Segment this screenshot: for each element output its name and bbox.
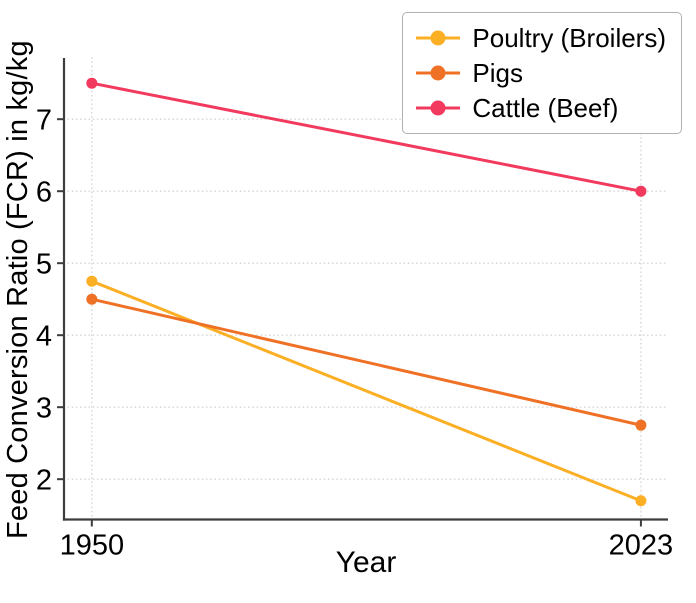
legend-marker-icon (416, 65, 461, 81)
data-point-pigs-2023 (635, 419, 647, 431)
y-tick-label: 3 (36, 393, 52, 425)
legend-item-pigs: Pigs (415, 57, 666, 89)
legend-label: Poultry (Broilers) (472, 22, 666, 53)
data-point-poultry-broilers-1950 (86, 275, 98, 287)
series-line-pigs (90, 297, 643, 427)
y-tick-label: 6 (36, 177, 52, 209)
legend-label: Pigs (472, 57, 523, 88)
legend: Poultry (Broilers) Pigs Cattle (Beef) (402, 12, 682, 134)
series-line-poultry-broilers (90, 279, 643, 503)
legend-label: Cattle (Beef) (472, 92, 619, 123)
data-point-pigs-1950 (86, 293, 98, 305)
y-tick-label: 4 (36, 321, 52, 353)
data-point-cattle-beef-2023 (635, 185, 647, 197)
x-tick-label: 1950 (60, 530, 125, 562)
y-axis-label: Feed Conversion Ratio (FCR) in kg/kg (2, 40, 34, 540)
y-tick-label: 2 (36, 465, 52, 497)
x-axis-label: Year (335, 546, 397, 579)
y-tick-label: 5 (36, 249, 52, 281)
y-tick-label: 7 (36, 105, 52, 137)
legend-marker-icon (416, 100, 461, 116)
data-point-poultry-broilers-2023 (635, 495, 647, 507)
series-line-cattle-beef (90, 81, 643, 193)
legend-item-poultry-broilers: Poultry (Broilers) (415, 22, 666, 54)
legend-marker-icon (416, 30, 461, 46)
legend-item-cattle-beef: Cattle (Beef) (415, 92, 666, 124)
x-tick-label: 2023 (609, 530, 674, 562)
data-point-cattle-beef-1950 (86, 77, 98, 89)
